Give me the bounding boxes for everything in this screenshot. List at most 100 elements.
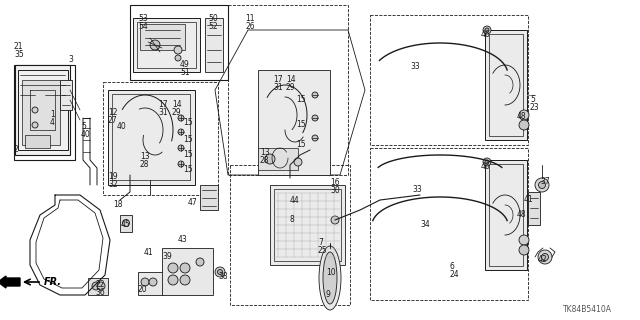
Circle shape bbox=[32, 122, 38, 128]
Circle shape bbox=[178, 161, 184, 167]
Text: 15: 15 bbox=[296, 120, 306, 129]
Bar bbox=[370, 15, 528, 145]
Text: 51: 51 bbox=[180, 68, 189, 77]
Circle shape bbox=[115, 124, 120, 130]
Circle shape bbox=[32, 107, 38, 113]
Text: 40: 40 bbox=[117, 122, 127, 131]
Polygon shape bbox=[15, 65, 70, 155]
Circle shape bbox=[485, 28, 489, 32]
Text: 26: 26 bbox=[245, 22, 255, 31]
Polygon shape bbox=[138, 272, 163, 295]
Text: 33: 33 bbox=[412, 185, 422, 194]
Polygon shape bbox=[528, 192, 540, 225]
Text: 32: 32 bbox=[108, 180, 118, 189]
Text: 4: 4 bbox=[50, 118, 55, 127]
Text: 46: 46 bbox=[481, 30, 491, 39]
Circle shape bbox=[331, 216, 339, 224]
Polygon shape bbox=[485, 160, 527, 270]
Circle shape bbox=[122, 220, 129, 227]
Text: 15: 15 bbox=[183, 165, 193, 174]
Circle shape bbox=[265, 154, 275, 164]
Text: 18: 18 bbox=[113, 200, 122, 209]
Circle shape bbox=[180, 275, 190, 285]
Text: 28: 28 bbox=[260, 156, 269, 165]
Circle shape bbox=[294, 158, 302, 166]
Text: 38: 38 bbox=[218, 272, 228, 281]
Text: 47: 47 bbox=[188, 198, 198, 207]
Polygon shape bbox=[270, 185, 345, 265]
Text: 41: 41 bbox=[524, 195, 534, 204]
Text: 10: 10 bbox=[326, 268, 335, 277]
Text: 19: 19 bbox=[108, 172, 118, 181]
Text: 25: 25 bbox=[318, 246, 328, 255]
Text: 36: 36 bbox=[95, 288, 105, 297]
Text: 11: 11 bbox=[245, 14, 255, 23]
Text: 15: 15 bbox=[296, 95, 306, 104]
Circle shape bbox=[174, 46, 182, 54]
Circle shape bbox=[168, 263, 178, 273]
Polygon shape bbox=[22, 80, 60, 145]
Text: 7: 7 bbox=[318, 238, 323, 247]
Polygon shape bbox=[200, 185, 218, 210]
Text: TK84B5410A: TK84B5410A bbox=[563, 305, 612, 314]
Text: 21: 21 bbox=[14, 42, 24, 51]
Circle shape bbox=[519, 245, 529, 255]
FancyArrow shape bbox=[0, 276, 20, 288]
Text: 3: 3 bbox=[68, 55, 73, 64]
Polygon shape bbox=[120, 215, 132, 232]
Text: 33: 33 bbox=[410, 62, 420, 71]
Text: 40: 40 bbox=[81, 130, 91, 139]
Circle shape bbox=[112, 122, 122, 132]
Circle shape bbox=[141, 278, 149, 286]
Circle shape bbox=[312, 135, 318, 141]
Circle shape bbox=[178, 129, 184, 135]
Text: 17: 17 bbox=[158, 100, 168, 109]
Circle shape bbox=[178, 145, 184, 151]
Text: 8: 8 bbox=[290, 215, 295, 224]
Text: 12: 12 bbox=[108, 108, 118, 117]
Text: 53: 53 bbox=[138, 14, 148, 23]
Text: 13: 13 bbox=[260, 148, 269, 157]
Text: 50: 50 bbox=[208, 14, 218, 23]
Text: 29: 29 bbox=[172, 108, 182, 117]
Circle shape bbox=[519, 235, 529, 245]
Polygon shape bbox=[88, 278, 108, 295]
Polygon shape bbox=[133, 18, 200, 72]
Circle shape bbox=[92, 282, 100, 290]
Circle shape bbox=[538, 250, 552, 264]
Text: 39: 39 bbox=[162, 252, 172, 261]
Text: 27: 27 bbox=[108, 116, 118, 125]
Text: 42: 42 bbox=[538, 255, 548, 264]
Circle shape bbox=[218, 269, 223, 275]
Text: 52: 52 bbox=[208, 22, 218, 31]
Text: 13: 13 bbox=[140, 152, 150, 161]
Text: 44: 44 bbox=[290, 196, 300, 205]
Text: 14: 14 bbox=[172, 100, 182, 109]
Text: 16: 16 bbox=[330, 178, 340, 187]
Circle shape bbox=[180, 263, 190, 273]
Text: 28: 28 bbox=[140, 160, 150, 169]
Text: 2: 2 bbox=[14, 145, 19, 154]
Text: 31: 31 bbox=[273, 83, 283, 92]
Polygon shape bbox=[205, 18, 223, 72]
Text: 15: 15 bbox=[183, 150, 193, 159]
Text: 14: 14 bbox=[286, 75, 296, 84]
Circle shape bbox=[215, 267, 225, 277]
Circle shape bbox=[168, 275, 178, 285]
Text: 30: 30 bbox=[330, 186, 340, 195]
Polygon shape bbox=[258, 70, 330, 175]
Bar bbox=[230, 165, 350, 305]
Text: 24: 24 bbox=[450, 270, 460, 279]
Bar bbox=[130, 5, 228, 80]
Polygon shape bbox=[60, 80, 72, 110]
Text: 54: 54 bbox=[138, 22, 148, 31]
Circle shape bbox=[312, 92, 318, 98]
Ellipse shape bbox=[319, 246, 341, 310]
Circle shape bbox=[150, 40, 160, 50]
Text: 22: 22 bbox=[95, 280, 104, 289]
Polygon shape bbox=[140, 24, 185, 50]
Polygon shape bbox=[258, 148, 298, 170]
Text: 15: 15 bbox=[183, 118, 193, 127]
Text: 20: 20 bbox=[138, 285, 148, 294]
Circle shape bbox=[519, 120, 529, 130]
